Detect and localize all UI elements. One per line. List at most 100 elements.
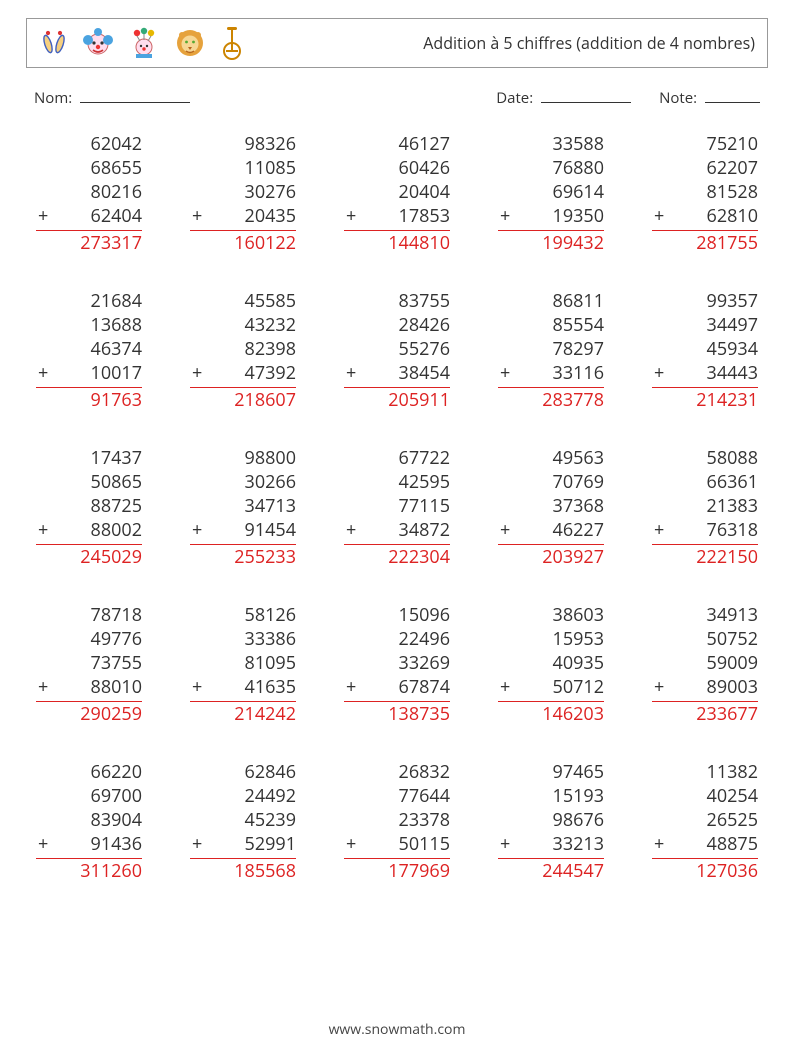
addition-problem: 58088663612138376318222150 <box>652 446 758 569</box>
answer: 199432 <box>498 231 604 255</box>
addend: 33588 <box>498 132 604 156</box>
answer: 160122 <box>190 231 296 255</box>
addend: 69700 <box>36 784 142 808</box>
addend: 88725 <box>36 494 142 518</box>
date-blank[interactable] <box>541 88 631 103</box>
addend: 67722 <box>344 446 450 470</box>
addend: 40935 <box>498 651 604 675</box>
answer: 177969 <box>344 859 450 883</box>
answer: 91763 <box>36 388 142 412</box>
addend: 62846 <box>190 760 296 784</box>
addend: 75210 <box>652 132 758 156</box>
addend: 78297 <box>498 337 604 361</box>
addend: 80216 <box>36 180 142 204</box>
addend: 58088 <box>652 446 758 470</box>
addend: 46374 <box>36 337 142 361</box>
answer: 146203 <box>498 702 604 726</box>
addition-problem: 46127604262040417853144810 <box>344 132 450 255</box>
addition-problem: 67722425957711534872222304 <box>344 446 450 569</box>
addend: 98676 <box>498 808 604 832</box>
clown-balloons-icon <box>127 26 161 60</box>
addend: 28426 <box>344 313 450 337</box>
addend: 15096 <box>344 603 450 627</box>
answer: 283778 <box>498 388 604 412</box>
addend: 77644 <box>344 784 450 808</box>
addend: 30276 <box>190 180 296 204</box>
addition-problem: 62042686558021662404273317 <box>36 132 142 255</box>
answer: 203927 <box>498 545 604 569</box>
addition-problem: 98800302663471391454255233 <box>190 446 296 569</box>
last-addend: 20435 <box>190 204 296 228</box>
addend: 49563 <box>498 446 604 470</box>
addition-problem: 66220697008390491436311260 <box>36 760 142 883</box>
header-icons <box>39 25 245 61</box>
addend: 15193 <box>498 784 604 808</box>
addend: 13688 <box>36 313 142 337</box>
addend: 82398 <box>190 337 296 361</box>
addend: 42595 <box>344 470 450 494</box>
addend: 73755 <box>36 651 142 675</box>
last-addend: 46227 <box>498 518 604 542</box>
addition-problem: 34913507525900989003233677 <box>652 603 758 726</box>
addition-problem: 2168413688463741001791763 <box>36 289 142 412</box>
addend: 77115 <box>344 494 450 518</box>
addition-problem: 83755284265527638454205911 <box>344 289 450 412</box>
note-blank[interactable] <box>705 88 760 103</box>
addition-problem: 58126333868109541635214242 <box>190 603 296 726</box>
addend: 34713 <box>190 494 296 518</box>
addend: 26525 <box>652 808 758 832</box>
header-box: Addition à 5 chiffres (addition de 4 nom… <box>26 18 768 68</box>
addend: 45585 <box>190 289 296 313</box>
answer: 138735 <box>344 702 450 726</box>
addend: 11085 <box>190 156 296 180</box>
addend: 98800 <box>190 446 296 470</box>
last-addend: 17853 <box>344 204 450 228</box>
addend: 62207 <box>652 156 758 180</box>
last-addend: 50712 <box>498 675 604 699</box>
last-addend: 89003 <box>652 675 758 699</box>
addend: 33269 <box>344 651 450 675</box>
addend: 68655 <box>36 156 142 180</box>
last-addend: 38454 <box>344 361 450 385</box>
last-addend: 47392 <box>190 361 296 385</box>
name-blank[interactable] <box>80 88 190 103</box>
last-addend: 41635 <box>190 675 296 699</box>
answer: 311260 <box>36 859 142 883</box>
addend: 45239 <box>190 808 296 832</box>
addition-problem: 75210622078152862810281755 <box>652 132 758 255</box>
addend: 22496 <box>344 627 450 651</box>
last-addend: 91454 <box>190 518 296 542</box>
last-addend: 76318 <box>652 518 758 542</box>
addend: 24492 <box>190 784 296 808</box>
addend: 26832 <box>344 760 450 784</box>
addend: 59009 <box>652 651 758 675</box>
unicycle-icon <box>219 25 245 61</box>
answer: 273317 <box>36 231 142 255</box>
addend: 34913 <box>652 603 758 627</box>
answer: 218607 <box>190 388 296 412</box>
last-addend: 33213 <box>498 832 604 856</box>
addition-problem: 33588768806961419350199432 <box>498 132 604 255</box>
addend: 62042 <box>36 132 142 156</box>
answer: 185568 <box>190 859 296 883</box>
answer: 244547 <box>498 859 604 883</box>
last-addend: 33116 <box>498 361 604 385</box>
addend: 66220 <box>36 760 142 784</box>
last-addend: 19350 <box>498 204 604 228</box>
addend: 55276 <box>344 337 450 361</box>
addend: 60426 <box>344 156 450 180</box>
addition-problem: 98326110853027620435160122 <box>190 132 296 255</box>
addend: 34497 <box>652 313 758 337</box>
name-label: Nom: <box>34 88 190 108</box>
answer: 255233 <box>190 545 296 569</box>
answer: 290259 <box>36 702 142 726</box>
addend: 43232 <box>190 313 296 337</box>
addend: 69614 <box>498 180 604 204</box>
last-addend: 88002 <box>36 518 142 542</box>
addend: 86811 <box>498 289 604 313</box>
last-addend: 67874 <box>344 675 450 699</box>
addition-problem: 86811855547829733116283778 <box>498 289 604 412</box>
addend: 21383 <box>652 494 758 518</box>
juggling-pins-icon <box>39 26 69 60</box>
last-addend: 62810 <box>652 204 758 228</box>
